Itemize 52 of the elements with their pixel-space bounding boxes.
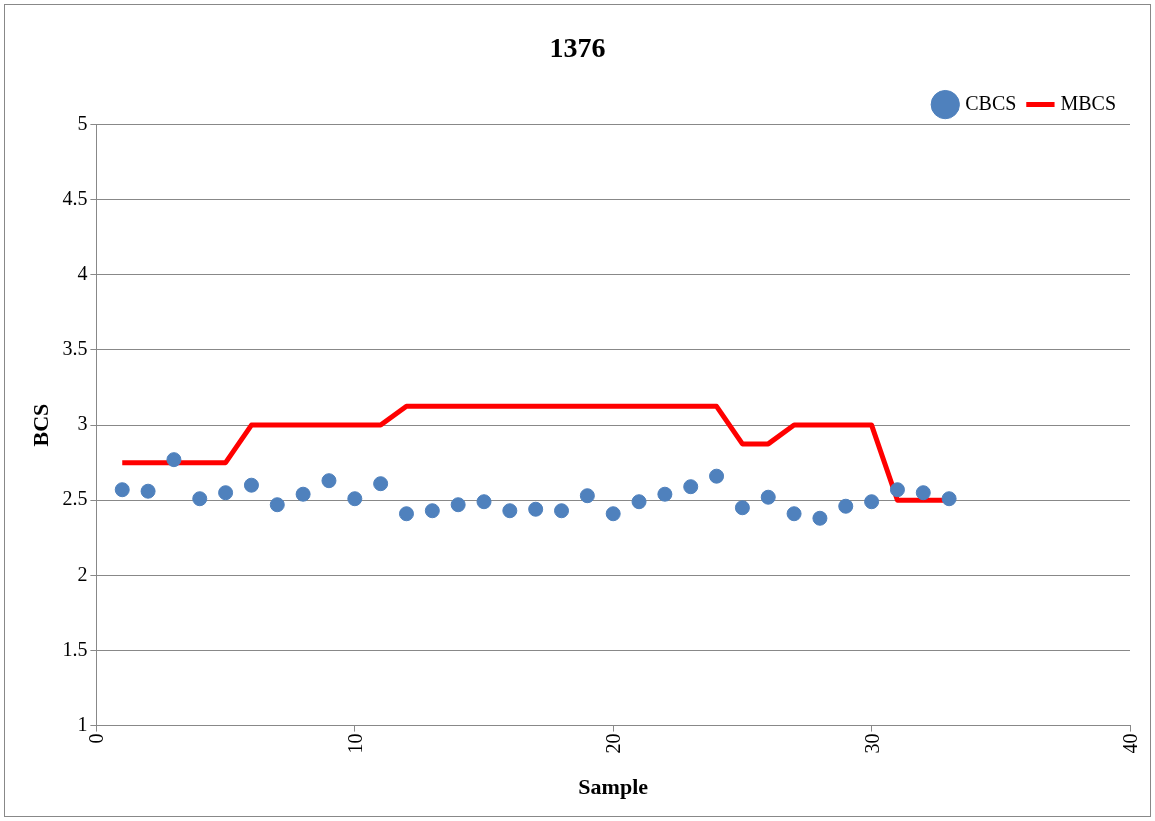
point [502, 503, 518, 519]
x-tick-label: 40 [1119, 733, 1141, 754]
x-axis-title: Sample [578, 774, 649, 800]
point [398, 506, 414, 522]
point [579, 488, 595, 504]
point [915, 485, 931, 501]
y-tick-label: 1 [77, 712, 88, 735]
point [140, 483, 156, 499]
x-tick-label: 20 [602, 733, 625, 754]
point [373, 476, 389, 492]
point [683, 479, 699, 495]
point [838, 498, 854, 514]
point [709, 468, 725, 484]
point [295, 486, 311, 502]
point [114, 482, 130, 498]
point [192, 491, 208, 507]
point [554, 503, 570, 519]
x-tick-label: 30 [860, 733, 883, 754]
chart-title: 1376 [549, 32, 606, 64]
x-tick-label: 0 [85, 733, 108, 744]
y-tick-label: 2 [77, 562, 88, 585]
y-tick-label: 1.5 [62, 637, 88, 660]
point [166, 452, 182, 468]
point [218, 485, 234, 501]
point [941, 491, 957, 507]
point [889, 482, 905, 498]
point [243, 477, 259, 493]
point [424, 503, 440, 519]
point [657, 486, 673, 502]
y-tick-label: 3 [77, 412, 88, 435]
point [812, 510, 828, 526]
y-tick-label: 2.5 [62, 487, 88, 510]
x-tick-label: 10 [343, 733, 366, 754]
y-tick-label: 4.5 [62, 186, 88, 209]
y-tick-label: 4 [77, 262, 88, 285]
point [450, 497, 466, 513]
point [734, 500, 750, 516]
point [786, 506, 802, 522]
point [605, 506, 621, 522]
point [321, 473, 337, 489]
point [269, 497, 285, 513]
point [631, 494, 647, 510]
y-axis-title: BCS [27, 403, 53, 447]
y-tick-label: 3.5 [62, 337, 88, 360]
legend-label: CBCS [965, 91, 1017, 114]
point [528, 501, 544, 517]
legend-label: MBCS [1060, 91, 1117, 114]
point [864, 494, 880, 510]
point [476, 494, 492, 510]
point [760, 489, 776, 505]
point [347, 491, 363, 507]
y-tick-label: 5 [77, 111, 88, 134]
